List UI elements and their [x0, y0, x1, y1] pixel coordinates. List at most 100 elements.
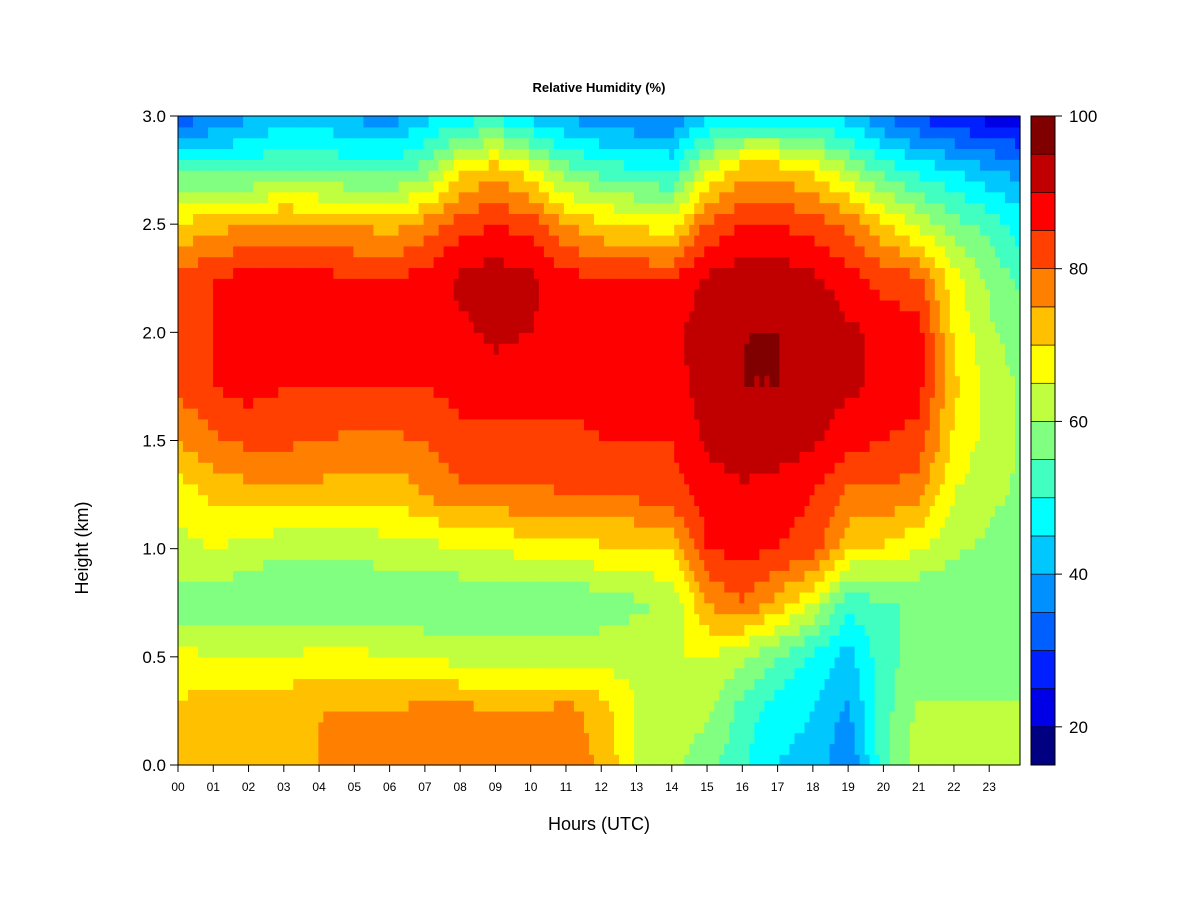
heatmap-cell [388, 581, 395, 593]
heatmap-cell [799, 710, 806, 723]
heatmap-cell [869, 721, 876, 734]
heatmap-cell [573, 754, 580, 766]
heatmap-cell [553, 635, 560, 647]
heatmap-cell [398, 667, 405, 680]
heatmap-cell [398, 602, 405, 615]
heatmap-cell [724, 721, 730, 734]
heatmap-cell [1004, 732, 1011, 744]
heatmap-cell [338, 678, 344, 690]
heatmap-cell [959, 613, 966, 625]
heatmap-cell [483, 635, 490, 647]
heatmap-cell [458, 462, 465, 474]
heatmap-cell [333, 613, 339, 625]
heatmap-cell [248, 570, 254, 582]
heatmap-cell [203, 646, 209, 658]
heatmap-cell [924, 548, 931, 561]
heatmap-cell [493, 516, 500, 528]
heatmap-cell [739, 743, 745, 755]
heatmap-cell [854, 483, 861, 496]
heatmap-cell [604, 516, 610, 528]
heatmap-cell [278, 710, 284, 723]
heatmap-cell [619, 667, 625, 680]
heatmap-cell [769, 591, 776, 604]
heatmap-cell [934, 710, 941, 723]
heatmap-cell [488, 537, 495, 550]
heatmap-cell [614, 678, 620, 690]
heatmap-cell [629, 667, 635, 680]
heatmap-cell [834, 667, 841, 680]
heatmap-cell [273, 721, 279, 734]
heatmap-cell [488, 548, 495, 561]
heatmap-cell [679, 537, 685, 550]
heatmap-cell [909, 700, 916, 712]
heatmap-cell [679, 700, 685, 712]
heatmap-cell [749, 472, 755, 485]
heatmap-cell [894, 613, 901, 625]
heatmap-cell [1004, 689, 1011, 701]
heatmap-cell [824, 451, 831, 463]
heatmap-cell [669, 656, 675, 669]
heatmap-cell [473, 537, 480, 550]
heatmap-cell [588, 721, 595, 734]
heatmap-cell [318, 754, 324, 766]
heatmap-cell [759, 732, 765, 744]
heatmap-cell [674, 505, 680, 517]
heatmap-cell [513, 710, 520, 723]
heatmap-cell [183, 516, 189, 528]
heatmap-cell [533, 462, 540, 474]
heatmap-cell [178, 581, 184, 593]
heatmap-cell [498, 472, 505, 485]
heatmap-cell [493, 581, 500, 593]
heatmap-cell [183, 581, 189, 593]
heatmap-cell [233, 656, 239, 669]
heatmap-cell [583, 732, 590, 744]
heatmap-cell [679, 462, 685, 474]
heatmap-cell [448, 483, 455, 496]
heatmap-cell [178, 472, 184, 485]
heatmap-cell [1014, 505, 1021, 517]
heatmap-cell [183, 570, 189, 582]
heatmap-cell [794, 581, 801, 593]
heatmap-cell [403, 732, 410, 744]
heatmap-cell [248, 548, 254, 561]
heatmap-cell [583, 472, 590, 485]
heatmap-cell [724, 440, 730, 452]
heatmap-cell [894, 559, 901, 571]
heatmap-cell [844, 678, 851, 690]
heatmap-cell [368, 656, 375, 669]
heatmap-cell [273, 656, 279, 669]
heatmap-cell [599, 548, 605, 561]
heatmap-cell [383, 732, 390, 744]
heatmap-cell [588, 602, 595, 615]
heatmap-cell [699, 548, 705, 561]
heatmap-cell [413, 635, 420, 647]
heatmap-cell [438, 548, 445, 561]
heatmap-cell [659, 624, 665, 636]
heatmap-cell [859, 700, 866, 712]
heatmap-cell [929, 451, 936, 463]
heatmap-cell [468, 483, 475, 496]
heatmap-cell [238, 646, 244, 658]
heatmap-cell [223, 537, 229, 550]
heatmap-cell [774, 581, 781, 593]
heatmap-cell [679, 559, 685, 571]
heatmap-cell [1004, 548, 1011, 561]
heatmap-cell [278, 494, 284, 506]
heatmap-cell [493, 494, 500, 506]
heatmap-cell [208, 656, 214, 669]
heatmap-cell [789, 548, 796, 561]
heatmap-cell [383, 527, 390, 539]
heatmap-cell [609, 440, 615, 452]
heatmap-cell [789, 743, 796, 755]
heatmap-cell [293, 646, 299, 658]
heatmap-cell [503, 570, 510, 582]
heatmap-cell [318, 602, 324, 615]
heatmap-cell [974, 451, 981, 463]
heatmap-cell [298, 548, 304, 561]
heatmap-cell [593, 721, 600, 734]
heatmap-cell [463, 635, 470, 647]
heatmap-cell [764, 732, 770, 744]
heatmap-cell [779, 732, 786, 744]
heatmap-cell [824, 721, 831, 734]
heatmap-cell [814, 537, 821, 550]
